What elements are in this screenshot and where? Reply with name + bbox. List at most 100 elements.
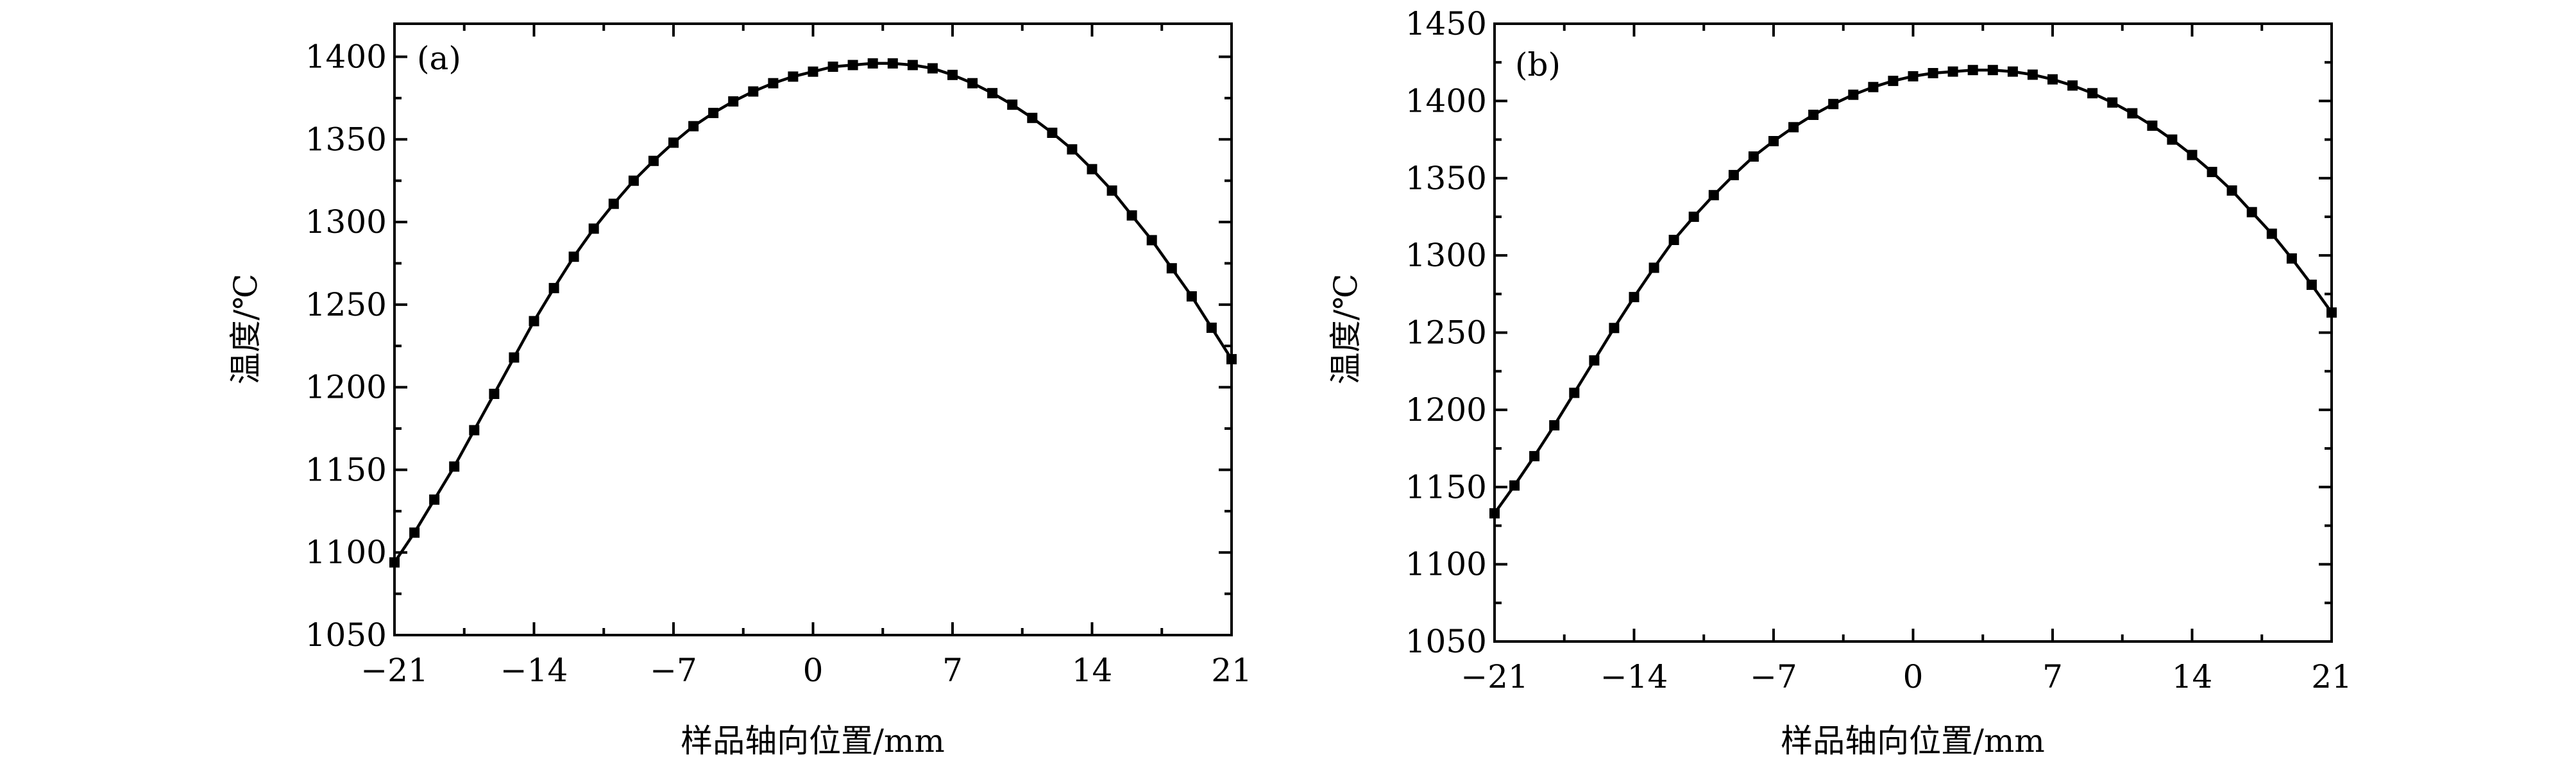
data-point: [409, 527, 420, 538]
x-tick-label: −14: [1600, 658, 1668, 695]
x-tick-label: 7: [942, 652, 963, 689]
series-line: [393, 62, 1233, 563]
data-point: [1549, 420, 1560, 430]
x-axis-title: 样品轴向位置/mm: [1781, 722, 2045, 760]
data-point: [1067, 144, 1078, 155]
data-point: [568, 251, 579, 262]
data-point: [628, 175, 639, 186]
chart-panel-a: (a) 样品轴向位置/mm 温度/℃ −21 −14 −7 0 7 14 21 1050 110…: [227, 22, 1252, 760]
data-point: [2007, 66, 2018, 77]
x-axis-title: 样品轴向位置/mm: [681, 722, 945, 760]
series-group: [1489, 65, 2337, 519]
data-point: [449, 461, 460, 472]
y-tick-label: 1150: [1405, 468, 1487, 505]
data-point: [1206, 322, 1217, 333]
data-point: [1668, 235, 1679, 245]
data-point: [2167, 134, 2178, 145]
data-point: [648, 155, 659, 166]
x-tick-label: −21: [1461, 658, 1529, 695]
data-point: [529, 316, 539, 327]
data-point: [489, 389, 500, 399]
x-tick-label: 21: [1211, 652, 1252, 689]
plot-frame: [393, 22, 1233, 636]
data-point: [668, 137, 679, 148]
data-point: [1609, 323, 1620, 334]
data-point: [708, 108, 719, 119]
data-point: [1489, 508, 1500, 519]
y-tick-label: 1200: [305, 369, 387, 406]
panel-label: (a): [417, 40, 461, 77]
data-point: [509, 352, 520, 363]
data-point: [1728, 169, 1739, 180]
data-point: [2226, 185, 2237, 196]
data-point: [1569, 387, 1580, 398]
data-point: [1629, 292, 1640, 303]
data-point: [1106, 185, 1117, 196]
data-point: [1648, 262, 1659, 273]
y-tick-label: 1300: [305, 203, 387, 241]
data-point: [1509, 480, 1520, 491]
plot-frame: [1493, 22, 2333, 643]
data-point: [2107, 97, 2118, 108]
data-point: [1226, 353, 1237, 364]
x-tick-label: −7: [650, 652, 697, 689]
data-point: [608, 198, 619, 209]
x-tick-label: −14: [500, 652, 568, 689]
data-point: [1027, 112, 1038, 123]
y-tick-label: 1400: [305, 38, 387, 76]
y-tick-label: 1250: [305, 286, 387, 323]
y-tick-label: 1400: [1405, 82, 1487, 119]
data-point: [688, 121, 699, 132]
y-tick-label: 1050: [305, 616, 387, 654]
y-tick-label: 1100: [1405, 546, 1487, 583]
data-point: [1987, 65, 1998, 76]
data-point: [2187, 149, 2198, 160]
series-group: [389, 58, 1237, 568]
data-point: [1186, 291, 1197, 302]
data-point: [1868, 81, 1879, 92]
data-point: [1748, 151, 1759, 162]
x-tick-label: −21: [360, 652, 428, 689]
data-point: [1529, 451, 1540, 462]
data-point: [1047, 128, 1058, 138]
y-tick-label: 1350: [1405, 160, 1487, 197]
data-point: [2326, 307, 2337, 318]
x-tick-label: 14: [1072, 652, 1113, 689]
data-point: [469, 425, 480, 436]
data-point: [2127, 108, 2138, 119]
data-point: [1166, 263, 1177, 274]
data-point: [907, 60, 918, 71]
data-point: [967, 78, 978, 89]
data-point: [1808, 110, 1819, 120]
data-point: [2087, 88, 2098, 99]
data-point: [2246, 207, 2257, 217]
data-point: [2047, 74, 2058, 85]
data-point: [2306, 279, 2317, 290]
data-point: [2067, 80, 2078, 91]
data-point: [1007, 99, 1018, 110]
data-point: [429, 494, 440, 505]
data-point: [827, 62, 838, 72]
data-point: [788, 71, 799, 82]
data-point: [847, 60, 858, 71]
y-tick-label: 1450: [1405, 5, 1487, 42]
x-tick-label: −7: [1750, 658, 1797, 695]
data-point: [927, 63, 938, 74]
data-point: [1708, 190, 1719, 201]
data-point: [728, 96, 739, 107]
data-point: [2147, 120, 2158, 131]
y-tick-label: 1050: [1405, 623, 1487, 660]
tick-group: −21 −14 −7 0 7 14 21 1050 1100 1150 1200 1250 1300 13…: [305, 24, 1252, 689]
series-line: [1493, 68, 2333, 514]
data-point: [1828, 99, 1839, 110]
data-point: [867, 58, 878, 69]
data-point: [808, 66, 818, 77]
data-point: [1146, 235, 1157, 246]
data-point: [2207, 167, 2217, 178]
y-tick-label: 1350: [305, 121, 387, 158]
y-tick-label: 1150: [305, 451, 387, 488]
data-point: [2027, 69, 2038, 80]
data-point: [1589, 355, 1600, 366]
y-axis-title: 温度/℃: [227, 274, 264, 385]
